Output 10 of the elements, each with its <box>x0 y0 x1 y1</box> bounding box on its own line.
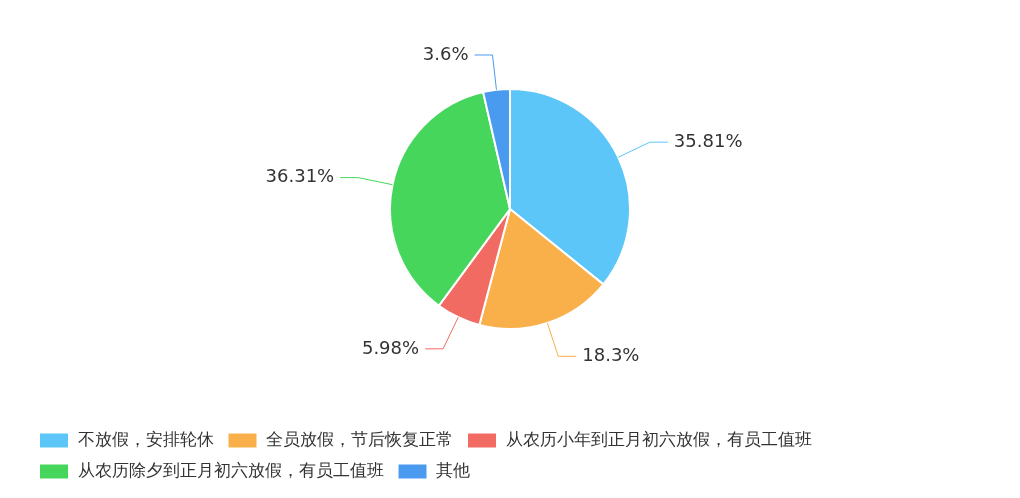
legend-label: 不放假，安排轮休 <box>77 428 214 449</box>
legend-label: 从农历除夕到正月初六放假，有员工值班 <box>77 459 384 480</box>
legend-label: 从农历小年到正月初六放假，有员工值班 <box>505 428 812 449</box>
legend-label: 其他 <box>436 459 470 480</box>
legend-label: 全员放假，节后恢复正常 <box>266 428 453 449</box>
data-label: 35.81% <box>673 129 743 151</box>
data-label: 18.3% <box>582 343 640 365</box>
data-label: 3.6% <box>422 42 469 64</box>
data-label: 5.98% <box>361 336 420 358</box>
data-label: 36.31% <box>265 165 335 187</box>
